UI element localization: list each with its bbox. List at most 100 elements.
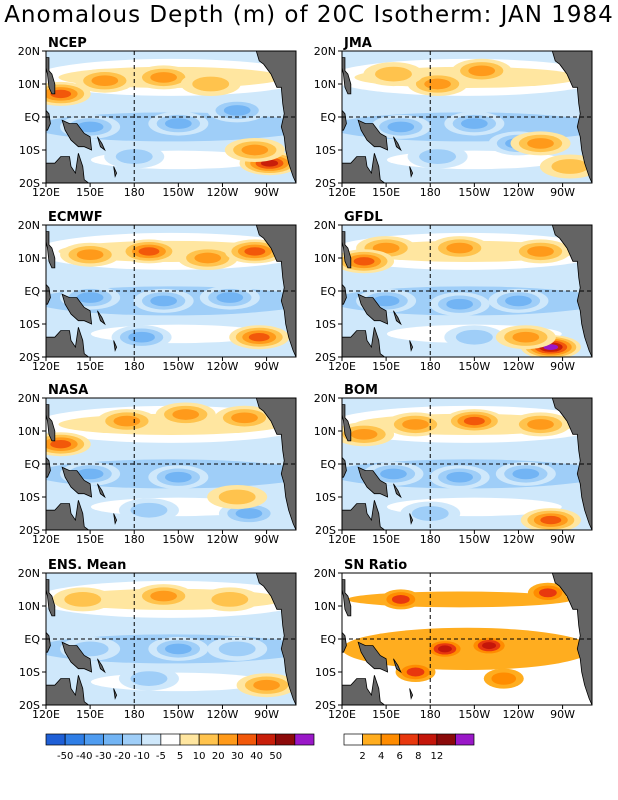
warm-anomaly-7 [527, 138, 554, 149]
x-tick-label: 150E [76, 533, 104, 546]
panel-ncep: NCEP 120E 150E 180 150W 120W 90W 20N 10N EQ 10S 20S [18, 36, 297, 199]
land-mass [409, 513, 414, 525]
cool-anomaly-0 [76, 292, 104, 303]
colorbar-label: 40 [250, 751, 263, 762]
warm-anomaly-5 [138, 247, 160, 256]
land-mass [342, 283, 347, 305]
land-mass [61, 119, 93, 151]
y-tick-label: 10S [315, 666, 336, 679]
x-tick-label: 150E [76, 360, 104, 373]
warm-anomaly-4 [350, 428, 378, 440]
warm-anomaly-6 [172, 409, 200, 420]
x-tick-label: 120E [32, 186, 60, 199]
colorbar-label: 20 [212, 751, 225, 762]
colorbar-label: 6 [397, 751, 403, 762]
x-tick-label: 90W [254, 533, 279, 546]
warm-anomaly-5 [402, 419, 429, 430]
colorbar-swatch [64, 733, 85, 746]
x-tick-label: 90W [550, 708, 575, 721]
x-tick-label: 150W [458, 708, 490, 721]
warm-anomaly-5 [446, 242, 473, 254]
warm-anomaly-6 [463, 416, 485, 426]
x-tick-label: 90W [550, 533, 575, 546]
x-tick-label: 120E [328, 186, 356, 199]
cool-anomaly-3 [419, 149, 457, 164]
panel-nasa: NASA 120E 150E 180 150W 120W 90W 20N 10N EQ 10S 20S [18, 383, 297, 546]
x-tick-label: 180 [124, 186, 145, 199]
colorbar-label: 2 [359, 751, 365, 762]
colorbar-swatch [103, 733, 123, 746]
land-mass [393, 136, 402, 152]
land-mass [357, 119, 389, 151]
x-tick-label: 120E [32, 708, 60, 721]
land-mass [46, 283, 51, 305]
y-tick-label: EQ [24, 111, 40, 124]
panel-bom: BOM 120E 150E 180 150W 120W 90W 20N 10N EQ 10S 20S [314, 383, 593, 546]
cool-anomaly-3 [128, 331, 155, 343]
x-tick-label: 120E [32, 533, 60, 546]
y-tick-label: 10S [19, 491, 40, 504]
warm-anomaly-7 [527, 419, 554, 430]
colorbar-swatch [294, 733, 315, 746]
panel-title: ENS. Mean [48, 558, 126, 573]
panel-gfdl: GFDL 120E 150E 180 150W 120W 90W 20N 10N EQ 10S 20S [314, 210, 593, 373]
panel-title: NCEP [48, 36, 87, 51]
warm-anomaly-4 [372, 242, 400, 254]
land-mass [409, 340, 414, 352]
x-tick-label: 150E [372, 533, 400, 546]
y-tick-label: 20S [19, 177, 40, 190]
panel-title: NASA [48, 383, 88, 398]
sn-cell-3 [538, 588, 557, 598]
warm-anomaly-7 [253, 679, 280, 691]
y-tick-label: 10N [314, 600, 336, 613]
x-tick-label: 120W [503, 708, 535, 721]
land-mass [255, 573, 296, 705]
x-tick-label: 180 [124, 360, 145, 373]
x-tick-label: 180 [420, 533, 441, 546]
cool-anomaly-1 [165, 643, 192, 655]
warm-anomaly-8 [540, 515, 562, 525]
land-mass [551, 51, 592, 183]
land-mass [342, 579, 352, 617]
y-tick-label: 10S [19, 666, 40, 679]
warm-anomaly-8 [248, 333, 270, 342]
y-tick-label: 20S [315, 699, 336, 712]
colorbar-label: 12 [430, 751, 443, 762]
land-mass [342, 153, 386, 183]
panel-ens-mean: ENS. Mean 120E 150E 180 150W 120W 90W 20N 10N EQ 1… [18, 558, 297, 721]
panel-title: BOM [344, 383, 378, 398]
panel-jma: JMA 120E 150E 180 150W 120W 90W 20N 10N EQ 10S 20S [314, 36, 593, 199]
y-tick-label: 20N [18, 392, 40, 405]
colorbar-swatch [399, 733, 419, 746]
panel-sn-ratio: SN Ratio 120E 150E 180 150W 120W 90W 20N 10N EQ 10… [314, 558, 593, 721]
y-tick-label: EQ [320, 633, 336, 646]
x-tick-label: 180 [124, 533, 145, 546]
land-mass [342, 500, 386, 530]
y-tick-label: 10N [314, 252, 336, 265]
warm-anomaly-4 [91, 75, 119, 87]
land-mass [342, 675, 386, 705]
land-mass [46, 579, 56, 617]
y-tick-label: 10N [314, 78, 336, 91]
cool-anomaly-1 [150, 295, 177, 307]
x-tick-label: 120E [328, 708, 356, 721]
land-mass [46, 631, 51, 653]
warm-anomaly-4 [64, 592, 102, 607]
colorbar-label: 8 [415, 751, 421, 762]
colorbar-swatch [179, 733, 200, 746]
y-tick-label: 20S [19, 351, 40, 364]
x-tick-label: 90W [550, 186, 575, 199]
colorbar-label: 4 [378, 751, 384, 762]
cool-anomaly-2 [512, 468, 540, 480]
colorbar-swatch [122, 733, 143, 746]
x-tick-label: 150W [162, 360, 194, 373]
warm-anomaly-7 [244, 247, 266, 256]
y-tick-label: 10N [18, 78, 40, 91]
x-tick-label: 120W [207, 186, 239, 199]
sn-cell-5 [491, 672, 517, 685]
x-tick-label: 150W [458, 186, 490, 199]
cool-anomaly-2 [235, 508, 263, 519]
warm-anomaly-9 [512, 331, 540, 343]
sn-cell-1 [391, 594, 410, 604]
